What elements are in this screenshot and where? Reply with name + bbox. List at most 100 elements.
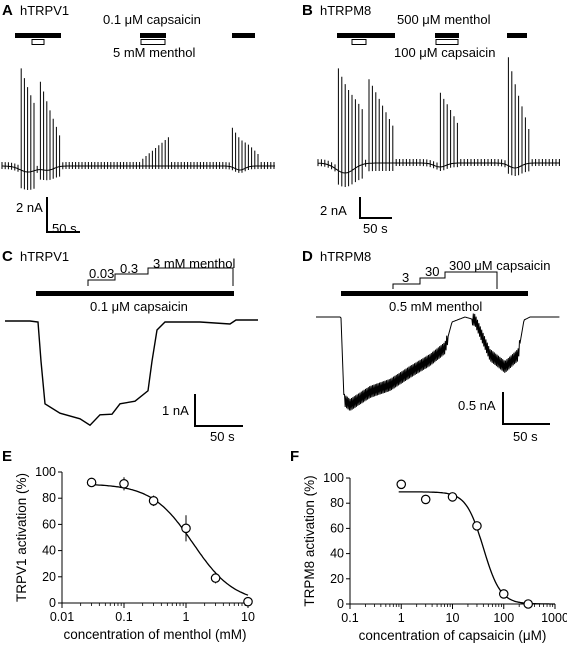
- panel-a-capsaicin-bar-1: [15, 33, 61, 38]
- panel-c-step-1: 0.03: [89, 266, 114, 281]
- panel-d-menthol-label: 0.5 mM menthol: [389, 299, 482, 314]
- panel-f-ylabel: TRPM8 activation (%): [302, 475, 317, 606]
- panel-f-point-1: [420, 494, 431, 505]
- panel-b-scale-bar: [359, 197, 392, 219]
- panel-c: C hTRPV1 0.03 0.3 3 mM menthol 0.1 μM ca…: [2, 248, 258, 444]
- panel-c-step-3: 3 mM menthol: [153, 256, 235, 271]
- panel-f-ytick-label: 0: [337, 597, 344, 611]
- panel-f-xtick-label: 100: [493, 611, 514, 625]
- panel-d-step-1: 3: [402, 270, 409, 285]
- panel-b-menthol-bar-1: [337, 33, 395, 38]
- panel-b-current-trace: [317, 57, 560, 187]
- panel-e-point-3: [181, 523, 191, 534]
- panel-e-xtick-label: 1: [183, 610, 190, 624]
- panel-f-xtick-label: 1: [398, 611, 405, 625]
- panel-d: D hTRPM8 3 30 300 μM capsaicin 0.5 mM me…: [302, 248, 560, 444]
- panel-d-capsaicin-steps: [392, 271, 498, 289]
- panel-e-xtick-label: 10: [241, 610, 255, 624]
- panel-c-step-2: 0.3: [120, 261, 138, 276]
- panel-f-ytick-label: 80: [330, 496, 344, 510]
- panel-f-xtick-label: 0.1: [341, 611, 358, 625]
- panel-f-point-4: [498, 589, 509, 599]
- panel-e-fit-curve: [88, 483, 249, 596]
- panel-b-capsaicin-label: 100 μM capsaicin: [394, 45, 495, 60]
- panel-e-ytick-label: 100: [35, 465, 56, 479]
- panel-e-letter: E: [2, 448, 12, 465]
- panel-f-xtick-label: 1000: [541, 611, 567, 625]
- panel-f-ytick-label: 60: [330, 521, 344, 535]
- panel-e-xtick-label: 0.1: [115, 610, 132, 624]
- panel-b-letter: B: [302, 2, 313, 19]
- panel-a: A hTRPV1 0.1 μM capsaicin 5 mM menthol 2…: [1, 2, 275, 236]
- panel-f-letter: F: [290, 448, 299, 465]
- panel-f-point-2: [447, 492, 458, 502]
- panel-b-menthol-bar-3: [507, 33, 527, 38]
- panel-e-ytick-label: 0: [49, 596, 56, 610]
- panel-a-scale-x: 50 s: [52, 221, 77, 236]
- panel-d-step-3: 300 μM capsaicin: [449, 258, 550, 273]
- panel-b-scale-x: 50 s: [363, 221, 388, 236]
- panel-e-xtick-label: 0.01: [50, 610, 74, 624]
- panel-e-chart: 0 20 40 60 80 100 0.01 0.1 1 10 concentration of m…: [14, 465, 255, 642]
- panel-b-capsaicin-bar-2: [435, 39, 459, 45]
- panel-e-point-5: [243, 596, 253, 607]
- panel-d-step-2: 30: [425, 264, 439, 279]
- panel-d-scale-y: 0.5 nA: [458, 398, 496, 413]
- panel-f: F 0 20 40 60 80 100 0.1 1 10 100 1000 concentration…: [290, 448, 567, 643]
- panel-f-xlabel: concentration of capsaicin (μM): [359, 628, 547, 643]
- panel-c-menthol-steps: [87, 267, 234, 286]
- panel-c-letter: C: [2, 248, 13, 265]
- panel-c-current-trace: [5, 319, 258, 427]
- panel-e-point-1: [119, 478, 129, 489]
- panel-e-axes: [61, 472, 248, 604]
- panel-e-ytick-label: 80: [42, 491, 56, 505]
- panel-a-capsaicin-bar-3: [232, 33, 255, 38]
- panel-d-letter: D: [302, 248, 313, 265]
- panel-e-xlabel: concentration of menthol (mM): [63, 627, 246, 642]
- panel-a-capsaicin-bar-2: [140, 33, 166, 38]
- panel-e-ytick-label: 20: [42, 570, 56, 584]
- panel-f-point-5: [523, 599, 534, 609]
- panel-a-capsaicin-label: 0.1 μM capsaicin: [103, 12, 201, 27]
- panel-b-menthol-label: 500 μM menthol: [397, 12, 491, 27]
- panel-c-capsaicin-bar: [36, 291, 234, 296]
- panel-a-menthol-bar-1: [31, 39, 45, 45]
- panel-b-menthol-bar-2: [435, 33, 459, 38]
- panel-d-menthol-bar: [341, 291, 528, 296]
- panel-d-scale-x: 50 s: [513, 429, 538, 444]
- panel-a-scale-bar: [46, 197, 80, 233]
- panel-e-point-0: [86, 477, 97, 488]
- panel-f-ytick-label: 20: [330, 572, 344, 586]
- panel-d-channel: hTRPM8: [320, 249, 371, 264]
- panel-c-scale-y: 1 nA: [162, 403, 189, 418]
- panel-f-point-3: [472, 521, 482, 531]
- panel-f-ytick-label: 40: [330, 547, 344, 561]
- panel-b-channel: hTRPM8: [320, 3, 371, 18]
- panel-f-point-0: [396, 479, 407, 490]
- panel-e: E 0 20 40 60 80 100 0.01 0.1 1 10 concentration of…: [2, 448, 255, 642]
- panel-e-ytick-label: 40: [42, 544, 56, 558]
- panel-a-scale-y: 2 nA: [16, 200, 43, 215]
- panel-a-menthol-label: 5 mM menthol: [113, 45, 195, 60]
- panel-a-letter: A: [2, 2, 13, 19]
- panel-f-ytick-label: 100: [323, 471, 344, 485]
- panel-d-current-trace: [316, 313, 560, 411]
- panel-f-chart: 0 20 40 60 80 100 0.1 1 10 100 1000 concentration o…: [302, 471, 567, 643]
- panel-b-scale-y: 2 nA: [320, 203, 347, 218]
- panel-c-scale-x: 50 s: [210, 429, 235, 444]
- panel-d-scale-bar: [502, 392, 550, 425]
- panel-a-current-trace: [1, 68, 275, 190]
- panel-e-ytick-label: 60: [42, 517, 56, 531]
- panel-b-capsaicin-bar-1: [351, 39, 367, 45]
- panel-e-point-4: [210, 573, 221, 583]
- panel-c-scale-bar: [194, 394, 243, 427]
- panel-f-xtick-label: 10: [446, 611, 460, 625]
- panel-f-fit-curve: [398, 491, 555, 605]
- panel-c-capsaicin-label: 0.1 μM capsaicin: [90, 299, 188, 314]
- panel-b: B hTRPM8 500 μM menthol 100 μM capsaicin…: [302, 2, 560, 236]
- panel-a-menthol-bar-2: [140, 39, 166, 45]
- panel-c-channel: hTRPV1: [20, 249, 69, 264]
- panel-e-ylabel: TRPV1 activation (%): [14, 473, 29, 602]
- panel-a-channel: hTRPV1: [20, 3, 69, 18]
